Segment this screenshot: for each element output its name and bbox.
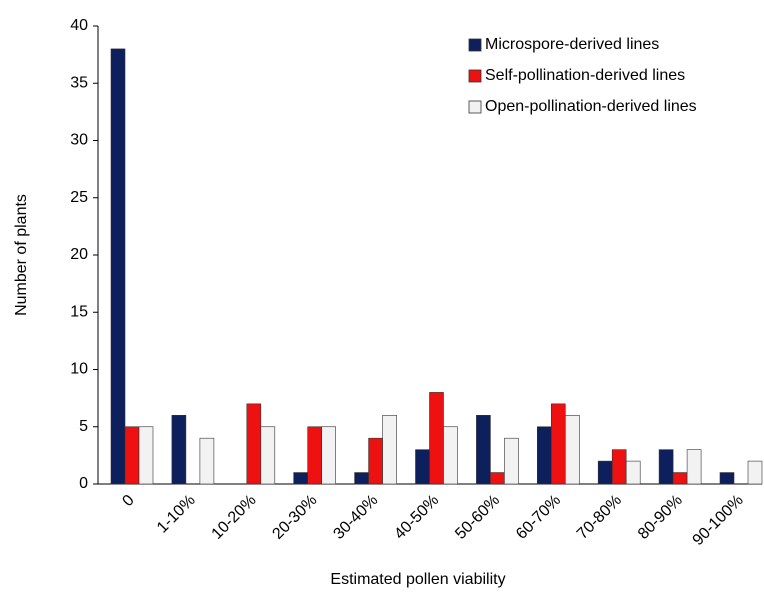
bar xyxy=(504,437,519,485)
bar xyxy=(260,426,276,485)
legend-label: Microspore-derived lines xyxy=(485,36,659,53)
legend-label: Open-pollination-derived lines xyxy=(485,98,697,115)
x-tick-label: 60-70% xyxy=(513,492,564,543)
y-tick-label: 15 xyxy=(70,303,88,320)
bar xyxy=(293,472,309,485)
bar xyxy=(490,472,505,485)
bar xyxy=(747,460,763,485)
y-tick-label: 5 xyxy=(79,418,88,435)
x-tick-label: 80-90% xyxy=(635,492,686,543)
bar xyxy=(658,449,674,485)
y-tick-label: 20 xyxy=(70,246,88,263)
x-tick-label: 0 xyxy=(119,492,137,510)
bar xyxy=(382,414,397,485)
x-tick-label: 30-40% xyxy=(330,492,381,543)
bar xyxy=(354,472,369,485)
bar xyxy=(719,472,735,485)
bar xyxy=(443,426,458,485)
y-tick-label: 10 xyxy=(70,361,88,378)
x-tick-label: 50-60% xyxy=(452,492,503,543)
x-tick-label: 70-80% xyxy=(574,492,625,543)
x-tick-label: 90-100% xyxy=(690,492,747,549)
legend-label: Self-pollination-derived lines xyxy=(485,67,685,84)
y-tick-label: 0 xyxy=(79,475,88,492)
x-tick-label: 1-10% xyxy=(154,492,199,537)
bar xyxy=(686,449,702,485)
x-axis-label: Estimated pollen viability xyxy=(330,571,505,588)
y-tick-label: 35 xyxy=(70,74,88,91)
bar xyxy=(321,426,337,485)
bar xyxy=(199,437,215,485)
bar xyxy=(564,414,580,485)
bar xyxy=(611,449,627,485)
bar xyxy=(246,403,262,485)
bar xyxy=(476,414,491,485)
bar xyxy=(368,437,383,485)
x-tick-label: 10-20% xyxy=(209,492,260,543)
bar xyxy=(415,449,430,485)
bar xyxy=(597,460,613,485)
bar xyxy=(138,426,154,485)
legend-swatch xyxy=(468,100,482,114)
bar xyxy=(672,472,688,485)
legend-swatch xyxy=(468,69,482,83)
bar xyxy=(110,48,126,485)
x-tick-label: 40-50% xyxy=(391,492,442,543)
y-tick-label: 25 xyxy=(70,189,88,206)
bar xyxy=(171,414,187,485)
legend-swatch xyxy=(468,38,482,52)
y-tick-label: 40 xyxy=(70,17,88,34)
y-tick-label: 30 xyxy=(70,132,88,149)
bar xyxy=(625,460,641,485)
bar xyxy=(307,426,323,485)
bar xyxy=(536,426,552,485)
bar xyxy=(429,392,444,485)
bar xyxy=(124,426,140,485)
x-tick-label: 20-30% xyxy=(269,492,320,543)
bar xyxy=(550,403,566,485)
y-axis-label: Number of plants xyxy=(13,194,30,316)
